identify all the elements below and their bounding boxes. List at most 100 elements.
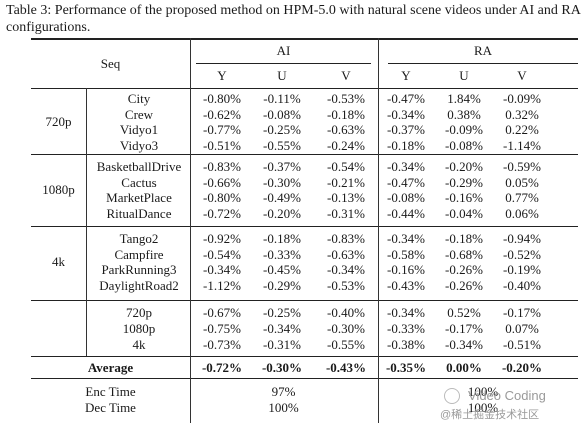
- col-header-ra-u: U: [459, 68, 469, 83]
- table-cell: -0.94%: [503, 231, 541, 246]
- table-cell: -0.37%: [387, 122, 425, 137]
- summary-cell: -0.30%: [327, 321, 365, 336]
- summary-name: 4k: [132, 337, 146, 352]
- table-cell: -0.18%: [445, 231, 483, 246]
- table-cell: -0.77%: [203, 122, 241, 137]
- summary-cell: -0.34%: [263, 321, 301, 336]
- table-cell: -1.14%: [503, 137, 541, 153]
- seq-separator: [190, 38, 191, 423]
- sequence-name: Crew: [124, 106, 154, 122]
- sequence-name: DaylightRoad2: [99, 277, 179, 293]
- summary-cell: -0.73%: [203, 337, 241, 352]
- average-cell: -0.20%: [501, 360, 543, 375]
- header-ra: RA: [473, 43, 493, 58]
- group-rule-1: [31, 154, 578, 155]
- table-cell: -0.49%: [263, 190, 301, 205]
- summary-cell: -0.34%: [445, 337, 483, 352]
- summary-cell: 0.52%: [447, 305, 481, 320]
- col-header-ai-v: V: [341, 68, 351, 83]
- table-cell: -0.34%: [387, 159, 425, 174]
- table-cell: -0.68%: [445, 246, 483, 262]
- summary-cell: -0.34%: [387, 305, 425, 320]
- sequence-name: Campfire: [114, 246, 164, 262]
- table-cell: -0.13%: [327, 190, 365, 205]
- sequence-name: City: [127, 91, 151, 106]
- table-cell: -0.04%: [445, 205, 483, 221]
- table-cell: -0.83%: [203, 159, 241, 174]
- table-cell: -0.30%: [263, 174, 301, 190]
- table-cell: -0.18%: [387, 137, 425, 153]
- table-cell: -0.18%: [327, 106, 365, 122]
- group-rule-3: [31, 300, 578, 301]
- table-cell: 0.05%: [505, 174, 539, 190]
- table-caption: Table 3: Performance of the proposed met…: [6, 3, 581, 35]
- summary-cell: -0.38%: [387, 337, 425, 352]
- sequence-name: RitualDance: [106, 205, 172, 221]
- table-cell: -0.80%: [203, 190, 241, 205]
- summary-cell: -0.33%: [387, 321, 425, 336]
- wechat-logo-icon: [444, 388, 460, 404]
- table-cell: -0.20%: [445, 159, 483, 174]
- group-separator: [86, 88, 87, 356]
- average-label: Average: [87, 360, 134, 375]
- table-cell: -0.47%: [387, 91, 425, 106]
- average-cell: -0.72%: [201, 360, 243, 375]
- table-cell: -0.72%: [203, 205, 241, 221]
- table-cell: -0.29%: [263, 277, 301, 293]
- table-cell: -0.45%: [263, 262, 301, 277]
- table-cell: -0.63%: [327, 122, 365, 137]
- ai-underline: [196, 63, 371, 64]
- table-cell: -0.59%: [503, 159, 541, 174]
- watermark: Video Coding @稀土掘金技术社区: [440, 386, 580, 421]
- table-cell: -0.16%: [387, 262, 425, 277]
- table-cell: -0.20%: [263, 205, 301, 221]
- table-cell: -0.52%: [503, 246, 541, 262]
- table-cell: -0.34%: [387, 106, 425, 122]
- table-cell: -0.43%: [387, 277, 425, 293]
- top-rule: [31, 38, 578, 40]
- table-cell: -0.83%: [327, 231, 365, 246]
- time-label: Enc Time: [85, 384, 136, 399]
- table-cell: 0.22%: [505, 122, 539, 137]
- table-cell: -0.47%: [387, 174, 425, 190]
- watermark-line2: @稀土掘金技术社区: [440, 409, 540, 421]
- group-label: 720p: [45, 114, 72, 130]
- table-cell: -0.08%: [445, 137, 483, 153]
- table-cell: -0.80%: [203, 91, 241, 106]
- table-cell: -0.29%: [445, 174, 483, 190]
- group-rule-2: [31, 226, 578, 227]
- table-cell: -0.09%: [503, 91, 541, 106]
- summary-cell: -0.17%: [445, 321, 483, 336]
- time-ra: 100%: [467, 384, 499, 399]
- ai-ra-separator: [378, 38, 379, 423]
- table-cell: -0.16%: [445, 190, 483, 205]
- summary-cell: -0.75%: [203, 321, 241, 336]
- table-cell: -0.53%: [327, 277, 365, 293]
- table-cell: 0.38%: [447, 106, 481, 122]
- table-cell: -0.11%: [263, 91, 301, 106]
- header-seq: Seq: [100, 56, 121, 71]
- table-cell: -0.54%: [327, 159, 365, 174]
- average-cell: -0.30%: [261, 360, 303, 375]
- summary-cell: -0.51%: [503, 337, 541, 352]
- summary-cell: -0.67%: [203, 305, 241, 320]
- table-cell: -0.09%: [445, 122, 483, 137]
- time-ra: 100%: [467, 400, 499, 415]
- summary-cell: -0.40%: [327, 305, 365, 320]
- group-label: 1080p: [42, 182, 75, 198]
- table-cell: -0.26%: [445, 277, 483, 293]
- table-cell: -0.25%: [263, 122, 301, 137]
- table-cell: -0.34%: [203, 262, 241, 277]
- header-ai: AI: [276, 43, 291, 58]
- table-cell: -0.19%: [503, 262, 541, 277]
- table-cell: -0.34%: [327, 262, 365, 277]
- summary-name: 720p: [126, 305, 152, 320]
- table-cell: -0.24%: [327, 137, 365, 153]
- table-cell: -0.66%: [203, 174, 241, 190]
- table-cell: -0.53%: [327, 91, 365, 106]
- table-cell: -0.18%: [263, 231, 301, 246]
- table-cell: 1.84%: [447, 91, 481, 106]
- table-cell: 0.06%: [505, 205, 539, 221]
- watermark-line1: Video Coding: [468, 388, 546, 403]
- average-cell: 0.00%: [446, 360, 482, 375]
